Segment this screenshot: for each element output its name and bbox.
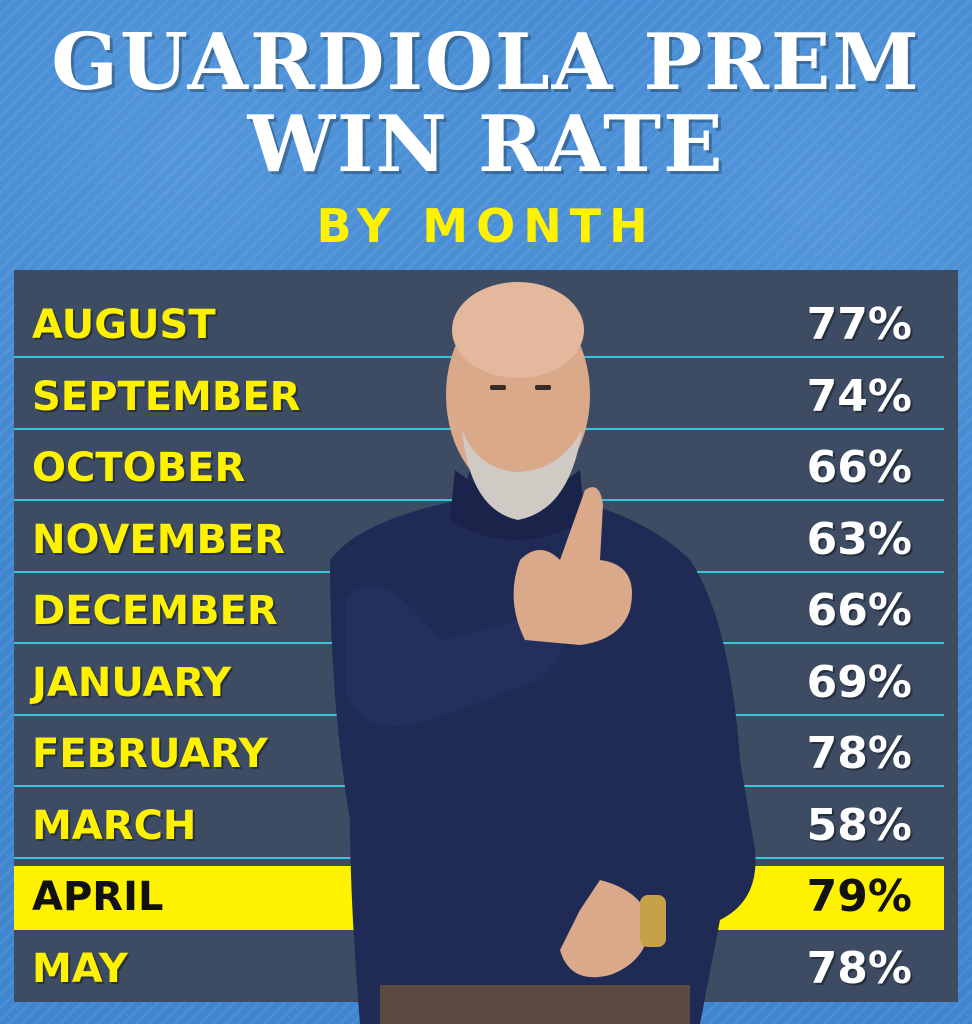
- month-label: SEPTEMBER: [32, 374, 301, 420]
- table-row-december: DECEMBER 66%: [14, 580, 944, 644]
- win-rate-value: 63%: [806, 514, 912, 565]
- win-rate-value: 66%: [806, 585, 912, 636]
- row-divider: [14, 714, 944, 716]
- win-rate-value: 58%: [806, 800, 912, 851]
- chart-subtitle: BY MONTH: [316, 199, 656, 253]
- win-rate-value: 78%: [806, 728, 912, 779]
- win-rate-value: 77%: [806, 299, 912, 350]
- month-label: APRIL: [32, 874, 164, 920]
- table-row-april: APRIL 79%: [14, 866, 944, 930]
- table-row-march: MARCH 58%: [14, 795, 944, 859]
- table-row-september: SEPTEMBER 74%: [14, 366, 944, 430]
- month-label: OCTOBER: [32, 445, 246, 491]
- month-label: DECEMBER: [32, 588, 278, 634]
- table-row-august: AUGUST 77%: [14, 294, 944, 358]
- row-divider: [14, 642, 944, 644]
- row-divider: [14, 356, 944, 358]
- table-row-february: FEBRUARY 78%: [14, 723, 944, 787]
- row-divider: [14, 428, 944, 430]
- row-divider: [14, 785, 944, 787]
- row-divider: [14, 857, 944, 859]
- month-label: MARCH: [32, 803, 197, 849]
- chart-title-line-1: GUARDIOLA PREM: [51, 17, 921, 108]
- table-row-october: OCTOBER 66%: [14, 437, 944, 501]
- row-divider: [14, 499, 944, 501]
- month-label: NOVEMBER: [32, 517, 286, 563]
- table-row-may: MAY 78%: [14, 938, 944, 1002]
- month-label: JANUARY: [32, 660, 232, 706]
- win-rate-value: 79%: [806, 871, 912, 922]
- table-row-january: JANUARY 69%: [14, 652, 944, 716]
- chart-title-line-2: WIN RATE: [247, 99, 725, 190]
- win-rate-value: 66%: [806, 442, 912, 493]
- table-row-november: NOVEMBER 63%: [14, 509, 944, 573]
- month-label: MAY: [32, 946, 128, 992]
- month-label: AUGUST: [32, 302, 216, 348]
- win-rate-value: 74%: [806, 371, 912, 422]
- win-rate-value: 78%: [806, 943, 912, 994]
- row-divider: [14, 571, 944, 573]
- month-label: FEBRUARY: [32, 731, 268, 777]
- win-rate-value: 69%: [806, 657, 912, 708]
